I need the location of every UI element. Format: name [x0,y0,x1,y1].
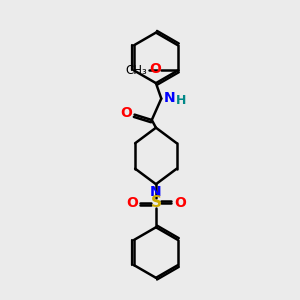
Text: CH₃: CH₃ [126,64,148,77]
Text: O: O [174,196,186,210]
Text: O: O [120,106,132,119]
Text: O: O [149,62,161,76]
Text: H: H [176,94,187,107]
Text: S: S [150,195,161,210]
Text: N: N [150,185,162,199]
Text: N: N [164,91,175,105]
Text: O: O [126,196,138,210]
